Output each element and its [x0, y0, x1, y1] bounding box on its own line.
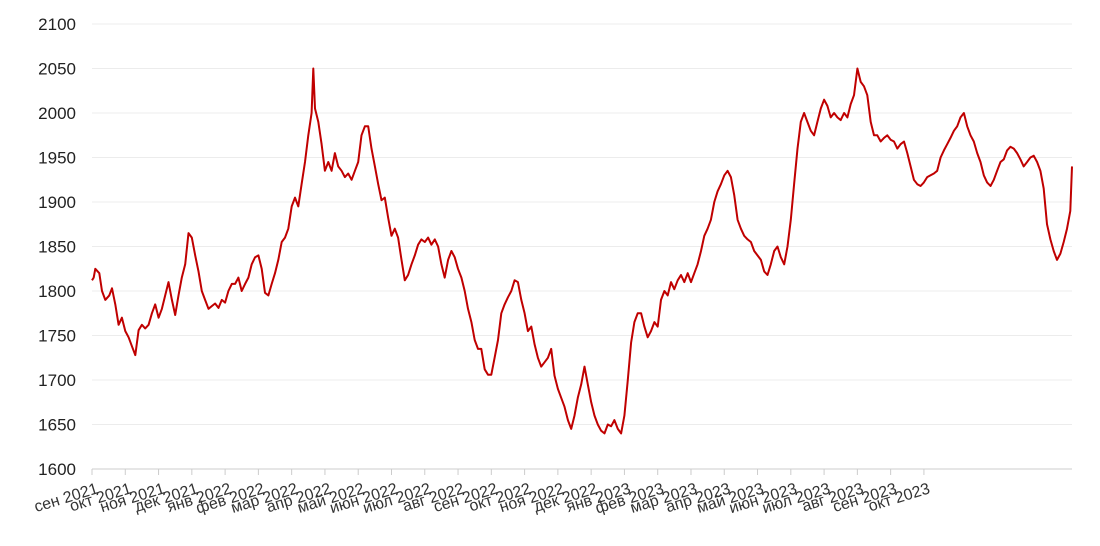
y-tick-label: 1800 — [38, 282, 76, 301]
y-tick-label: 1900 — [38, 193, 76, 212]
y-tick-label: 1750 — [38, 327, 76, 346]
series-line — [91, 67, 1073, 435]
y-axis-tick-labels: 1600 1650 1700 1750 1800 1850 1900 1950 2000 2050… — [38, 15, 76, 479]
series-layer — [91, 67, 1073, 435]
y-tick-label: 2050 — [38, 60, 76, 79]
grid-lines — [92, 23, 1072, 425]
y-tick-label: 1650 — [38, 416, 76, 435]
x-axis — [91, 468, 1072, 475]
y-tick-label: 1950 — [38, 149, 76, 168]
y-tick-label: 1850 — [38, 238, 76, 257]
y-tick-label: 2000 — [38, 104, 76, 123]
y-tick-label: 2100 — [38, 15, 76, 34]
y-tick-label: 1700 — [38, 371, 76, 390]
y-tick-label: 1600 — [38, 460, 76, 479]
